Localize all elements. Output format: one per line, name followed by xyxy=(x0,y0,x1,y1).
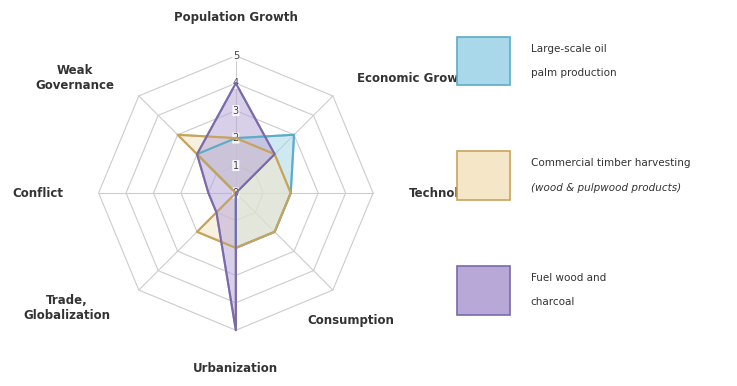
Text: Conflict: Conflict xyxy=(12,186,63,200)
Text: Urbanization: Urbanization xyxy=(193,362,279,375)
Text: 2: 2 xyxy=(233,133,239,143)
Text: Commercial timber harvesting: Commercial timber harvesting xyxy=(531,159,690,168)
Polygon shape xyxy=(197,135,294,248)
FancyBboxPatch shape xyxy=(457,266,510,315)
Text: palm production: palm production xyxy=(531,68,616,78)
Text: charcoal: charcoal xyxy=(531,298,575,307)
FancyBboxPatch shape xyxy=(457,37,510,85)
Text: 3: 3 xyxy=(233,106,239,116)
Text: 5: 5 xyxy=(233,51,239,61)
FancyBboxPatch shape xyxy=(457,151,510,200)
Text: Fuel wood and: Fuel wood and xyxy=(531,273,606,283)
Text: Economic Growth: Economic Growth xyxy=(357,72,472,85)
Text: (wood & pulpwood products): (wood & pulpwood products) xyxy=(531,183,681,193)
Text: Large-scale oil: Large-scale oil xyxy=(531,44,607,54)
Polygon shape xyxy=(178,135,290,248)
Text: 4: 4 xyxy=(233,78,239,88)
Polygon shape xyxy=(197,83,275,330)
Text: Population Growth: Population Growth xyxy=(174,11,298,24)
Text: Weak
Governance: Weak Governance xyxy=(35,64,114,93)
Text: Consumption: Consumption xyxy=(307,314,394,327)
Text: Technology: Technology xyxy=(409,186,483,200)
Text: 1: 1 xyxy=(233,161,239,171)
Text: 0: 0 xyxy=(233,188,239,198)
Text: Trade,
Globalization: Trade, Globalization xyxy=(24,293,111,322)
